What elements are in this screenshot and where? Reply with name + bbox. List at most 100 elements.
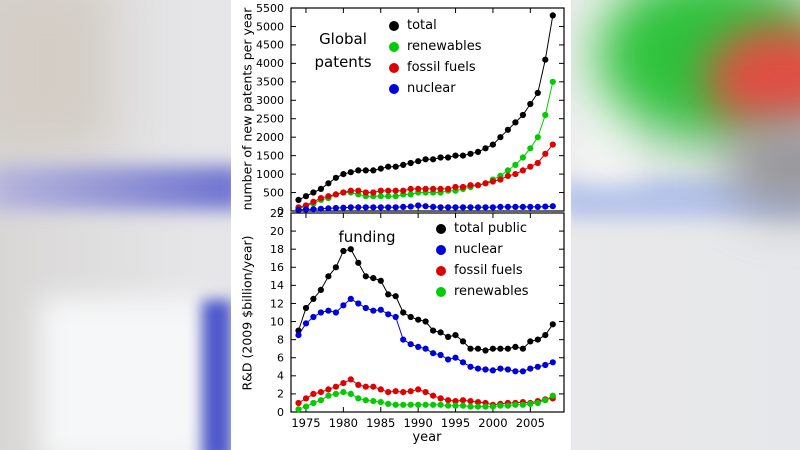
data-point	[407, 191, 414, 198]
data-point	[422, 185, 429, 192]
data-point	[385, 193, 392, 200]
data-point	[467, 403, 474, 410]
data-point	[347, 187, 354, 194]
y-tick-label: 1500	[256, 149, 284, 162]
y-tick-label: 2	[277, 388, 284, 401]
data-point	[332, 204, 339, 212]
data-point	[422, 203, 429, 210]
legend-item-renewables: renewables	[389, 36, 482, 57]
data-point	[430, 401, 437, 408]
data-point	[504, 345, 511, 352]
y-tick-label: 12	[270, 297, 284, 310]
background-blur-beige	[0, 0, 110, 150]
data-point	[302, 403, 310, 410]
data-point	[362, 383, 369, 390]
y-tick-label: 18	[270, 243, 284, 256]
x-tick-label: 1980	[329, 416, 358, 430]
data-point	[340, 204, 347, 211]
legend-item-fossil-fuels: fossil fuels	[436, 260, 529, 281]
data-point	[437, 329, 444, 336]
data-point	[422, 389, 429, 396]
data-point	[392, 313, 399, 321]
data-point	[385, 311, 392, 318]
data-point	[392, 163, 399, 170]
data-point	[489, 403, 496, 410]
data-point	[489, 204, 496, 211]
data-point	[400, 336, 407, 343]
y-tick-label: 1000	[256, 168, 284, 181]
data-point	[519, 154, 526, 161]
data-point	[400, 401, 407, 408]
legend-marker-fossil-fuels	[389, 62, 399, 73]
data-point	[310, 390, 317, 397]
data-point	[325, 307, 332, 314]
data-point	[332, 264, 339, 271]
data-point	[512, 119, 519, 126]
data-point	[430, 392, 437, 399]
data-point	[377, 193, 384, 200]
background-blur-purple-band	[0, 166, 242, 210]
data-point	[295, 206, 302, 213]
data-point	[542, 361, 549, 369]
data-point	[430, 156, 437, 163]
background-blur-blue-strip	[202, 300, 232, 450]
legend-marker-total	[389, 20, 399, 31]
data-point	[295, 399, 302, 407]
data-point	[295, 196, 302, 203]
y-tick-label: 6	[277, 352, 284, 365]
data-point	[504, 167, 511, 174]
data-point	[519, 111, 526, 119]
data-point	[302, 320, 310, 327]
data-point	[377, 306, 384, 313]
data-point	[519, 345, 526, 352]
data-point	[370, 307, 377, 314]
data-point	[317, 309, 324, 316]
y-tick-label: 5500	[256, 2, 284, 15]
data-point	[400, 389, 407, 396]
data-point	[332, 390, 339, 397]
data-point	[474, 204, 482, 211]
data-point	[392, 187, 399, 194]
data-point	[370, 398, 377, 405]
series-nuclear	[295, 202, 556, 213]
data-point	[422, 401, 429, 408]
data-point	[542, 203, 549, 210]
data-point	[325, 273, 332, 280]
data-point	[482, 347, 489, 354]
legend-label-fossil-fuels: fossil fuels	[407, 60, 476, 75]
data-point	[340, 302, 347, 309]
data-point	[340, 380, 347, 387]
data-point	[400, 203, 407, 210]
legend-label-renewables: renewables	[454, 284, 529, 299]
data-point	[474, 182, 482, 189]
data-point	[385, 187, 392, 194]
y-tick-label: 0	[277, 406, 284, 419]
data-point	[534, 399, 541, 407]
series-total-public	[295, 246, 556, 354]
data-point	[385, 291, 392, 298]
data-point	[512, 343, 519, 350]
data-point	[549, 392, 556, 399]
y-tick-label: 10	[270, 315, 284, 328]
data-point	[355, 167, 362, 174]
data-point	[452, 354, 459, 361]
data-point	[519, 203, 526, 210]
data-point	[325, 392, 332, 399]
series-nuclear	[295, 295, 556, 375]
data-point	[445, 154, 452, 161]
data-point	[392, 401, 399, 408]
data-point	[542, 150, 549, 157]
data-point	[445, 402, 452, 409]
data-point	[400, 187, 407, 194]
x-tick-label: 2005	[516, 416, 545, 430]
y-tick-label: 3500	[256, 76, 284, 89]
data-point	[512, 203, 519, 210]
x-axis-label: year	[412, 430, 442, 445]
data-point	[415, 386, 422, 393]
data-point	[310, 189, 317, 196]
data-point	[407, 313, 414, 321]
data-point	[415, 158, 422, 165]
data-point	[527, 338, 534, 345]
data-point	[504, 126, 511, 133]
data-point	[519, 368, 526, 375]
